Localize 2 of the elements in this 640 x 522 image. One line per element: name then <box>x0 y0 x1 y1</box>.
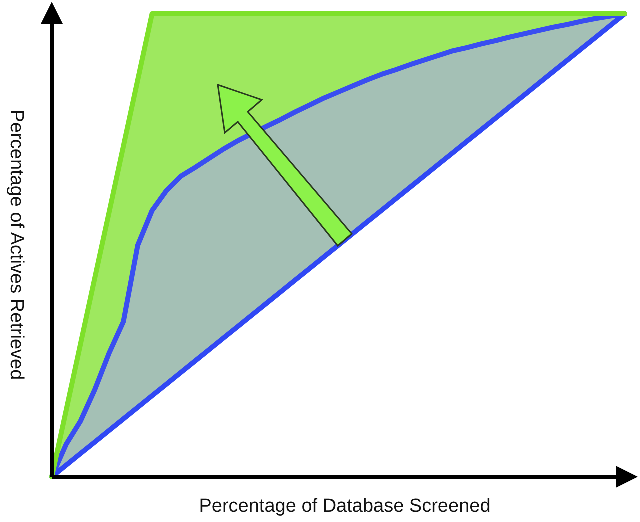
y-axis-title: Percentage of Actives Retrieved <box>5 110 27 380</box>
x-axis-title: Percentage of Database Screened <box>198 496 492 518</box>
